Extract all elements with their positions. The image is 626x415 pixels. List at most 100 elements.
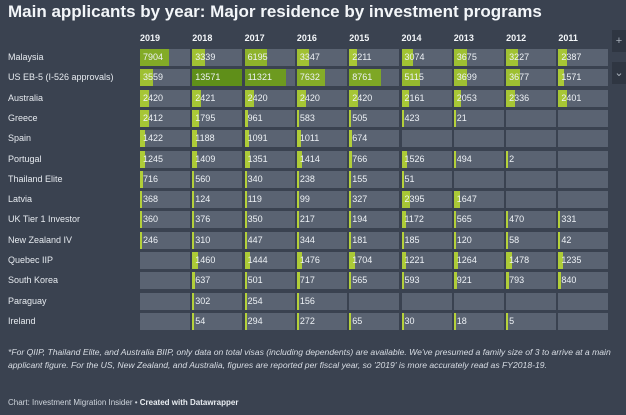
value-bar xyxy=(349,89,359,107)
value-bar xyxy=(558,49,568,66)
value-bar xyxy=(140,130,146,148)
table-cell: 1221 xyxy=(401,252,452,269)
value-bar xyxy=(192,252,198,269)
table-cell: 376 xyxy=(192,211,243,229)
table-cell: 302 xyxy=(192,292,243,310)
table-cell xyxy=(558,109,609,127)
cell-value: 2421 xyxy=(195,92,216,103)
table-cell: 2211 xyxy=(349,49,400,66)
cell-value: 6195 xyxy=(247,52,268,62)
cell-value: 717 xyxy=(299,275,315,286)
table-cell: 1422 xyxy=(140,130,190,148)
value-bar xyxy=(192,272,195,290)
table-cell: 238 xyxy=(296,170,347,188)
row-label: Greece xyxy=(8,112,38,123)
column-header-2016: 2016 xyxy=(296,33,317,43)
table-cell: 423 xyxy=(401,109,452,127)
cell-value: 2211 xyxy=(352,52,372,62)
column-header-2015: 2015 xyxy=(349,33,370,43)
table-cell: 7904 xyxy=(140,49,190,66)
column-header-2013: 2013 xyxy=(453,33,474,43)
table-cell: 1245 xyxy=(140,150,190,168)
table-cell: 560 xyxy=(192,170,243,188)
table-cell: 1011 xyxy=(296,130,347,148)
table-cell xyxy=(558,130,609,148)
table-cell: 155 xyxy=(349,170,400,188)
value-bar xyxy=(453,252,459,269)
chevron-down-icon[interactable]: ⌄ xyxy=(612,62,626,84)
table-cell: 310 xyxy=(192,231,243,249)
cell-value: 246 xyxy=(143,234,159,245)
cell-value: 505 xyxy=(352,112,368,123)
value-bar xyxy=(506,252,512,269)
cell-value: 120 xyxy=(456,234,472,245)
cell-value: 272 xyxy=(299,315,315,326)
cell-value: 99 xyxy=(299,194,310,205)
value-bar xyxy=(506,150,509,168)
table-cell: 3699 xyxy=(453,69,504,87)
cell-value: 2420 xyxy=(299,92,320,103)
value-bar xyxy=(244,89,254,107)
table-cell: 350 xyxy=(244,211,295,229)
table-cell: 565 xyxy=(453,211,504,229)
cell-value: 470 xyxy=(509,214,525,225)
cell-value: 42 xyxy=(561,234,572,245)
table-cell: 246 xyxy=(140,231,190,249)
table-cell xyxy=(558,292,609,310)
value-bar xyxy=(192,211,195,229)
cell-value: 1795 xyxy=(195,112,216,123)
cell-value: 3074 xyxy=(404,52,425,62)
cell-value: 3677 xyxy=(509,72,530,83)
cell-value: 51 xyxy=(404,173,415,184)
column-header-2019: 2019 xyxy=(140,33,161,43)
value-bar xyxy=(349,191,352,209)
cell-value: 1460 xyxy=(195,255,216,265)
value-bar xyxy=(401,191,411,209)
table-cell: 2 xyxy=(506,150,557,168)
row-label: Paraguay xyxy=(8,295,47,306)
value-bar xyxy=(349,252,356,269)
table-cell: 217 xyxy=(296,211,347,229)
table-cell: 470 xyxy=(506,211,557,229)
value-bar xyxy=(401,312,404,330)
cell-value: 1444 xyxy=(247,255,268,265)
plus-icon[interactable]: + xyxy=(612,30,626,52)
table-cell: 156 xyxy=(296,292,347,310)
table-cell: 181 xyxy=(349,231,400,249)
table-cell: 54 xyxy=(192,312,243,330)
cell-value: 961 xyxy=(247,112,263,123)
value-bar xyxy=(244,292,247,310)
column-header-2011: 2011 xyxy=(558,33,578,43)
row-label: Thailand Elite xyxy=(8,173,63,184)
table-cell: 494 xyxy=(453,150,504,168)
cell-value: 2412 xyxy=(143,112,164,123)
cell-value: 1571 xyxy=(561,72,582,83)
table-cell: 1264 xyxy=(453,252,504,269)
table-cell: 18 xyxy=(453,312,504,330)
value-bar xyxy=(453,231,456,249)
table-cell xyxy=(506,170,557,188)
source-line: Chart: Investment Migration Insider • Cr… xyxy=(8,398,238,407)
cell-value: 2336 xyxy=(509,92,530,103)
value-bar xyxy=(296,109,300,127)
value-bar xyxy=(558,211,561,229)
table-cell: 6195 xyxy=(244,49,295,66)
cell-value: 1409 xyxy=(195,153,216,164)
table-cell: 7632 xyxy=(296,69,347,87)
value-bar xyxy=(401,109,404,127)
value-bar xyxy=(558,89,568,107)
table-cell: 2420 xyxy=(244,89,295,107)
value-bar xyxy=(453,150,456,168)
cell-value: 156 xyxy=(299,295,315,306)
cell-value: 3347 xyxy=(299,52,320,62)
value-bar xyxy=(140,69,154,87)
cell-value: 921 xyxy=(456,275,472,286)
value-bar xyxy=(349,170,352,188)
table-cell: 1188 xyxy=(192,130,243,148)
cell-value: 1647 xyxy=(456,194,477,205)
table-cell: 1091 xyxy=(244,130,295,148)
value-bar xyxy=(192,231,195,249)
cell-value: 1188 xyxy=(195,133,215,144)
column-header-2018: 2018 xyxy=(192,33,213,43)
